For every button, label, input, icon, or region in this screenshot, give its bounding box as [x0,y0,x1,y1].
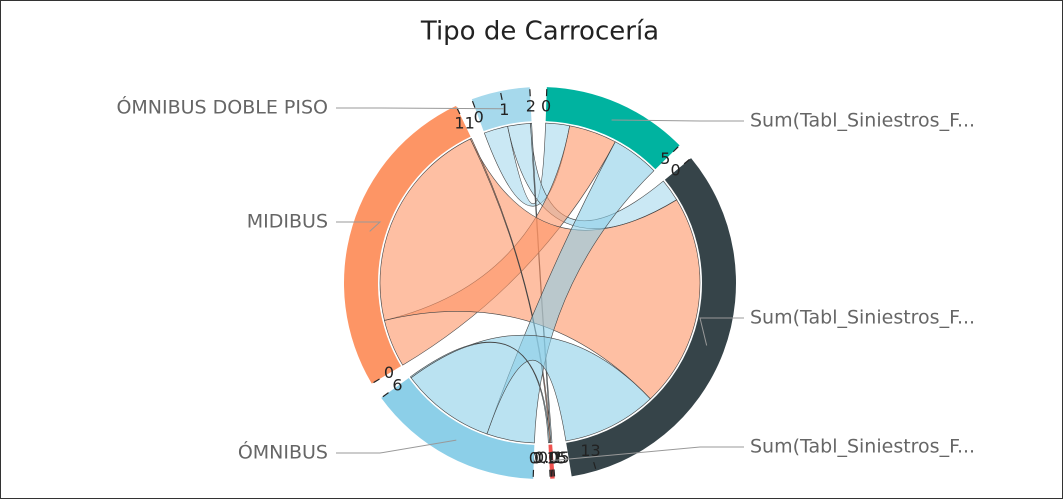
group-arc [471,87,532,132]
tick-label: 0.1 [538,448,563,467]
tick-label: 13 [580,441,600,460]
tick-mark [373,378,380,384]
legend-label: Sum(Tabl_Siniestros_F... [750,110,975,132]
legend-label: Sum(Tabl_Siniestros_F... [750,436,975,458]
tick-mark [672,146,679,153]
leader-line [336,439,457,454]
tick-mark [593,461,597,470]
ribbon [379,138,701,400]
leader-line [551,446,744,462]
legend-label: ÓMNIBUS DOBLE PISO [116,95,328,119]
leader-line [336,221,382,232]
tick-label: 0.15 [531,448,567,467]
group-arc [566,158,736,477]
tick-label: 0 [384,363,394,382]
tick-mark [683,158,690,165]
ribbon [409,341,550,444]
group-arc [381,377,535,479]
legend-label: ÓMNIBUS [238,440,328,464]
leader-line [699,317,744,346]
tick-mark [500,92,503,100]
tick-label: 6 [392,376,402,395]
ribbon [410,334,651,442]
legend-label: Sum(Tabl_Siniestros_F... [750,307,975,329]
leader-line [336,107,504,110]
tick-mark [382,392,389,398]
tick-label: 0.05 [534,448,570,467]
tick-label: 2 [526,97,536,116]
tick-label: 5 [660,149,670,168]
ribbon [469,138,552,444]
tick-label: 0 [529,448,539,467]
tick-mark [553,469,556,477]
tick-mark [471,100,476,108]
tick-label: 0 [541,97,551,116]
group-arc [344,105,471,384]
ribbon [483,122,571,207]
tick-label: 0 [474,108,484,127]
legend-label: MIDIBUS [247,211,328,233]
group-arc [545,87,680,170]
tick-label: 1 [499,100,509,119]
leader-line [611,119,744,122]
tick-label: 0 [671,160,681,179]
tick-label: 11 [454,113,474,132]
chart-title: Tipo de Carrocería [420,17,659,47]
tick-label: 0 [548,448,558,467]
